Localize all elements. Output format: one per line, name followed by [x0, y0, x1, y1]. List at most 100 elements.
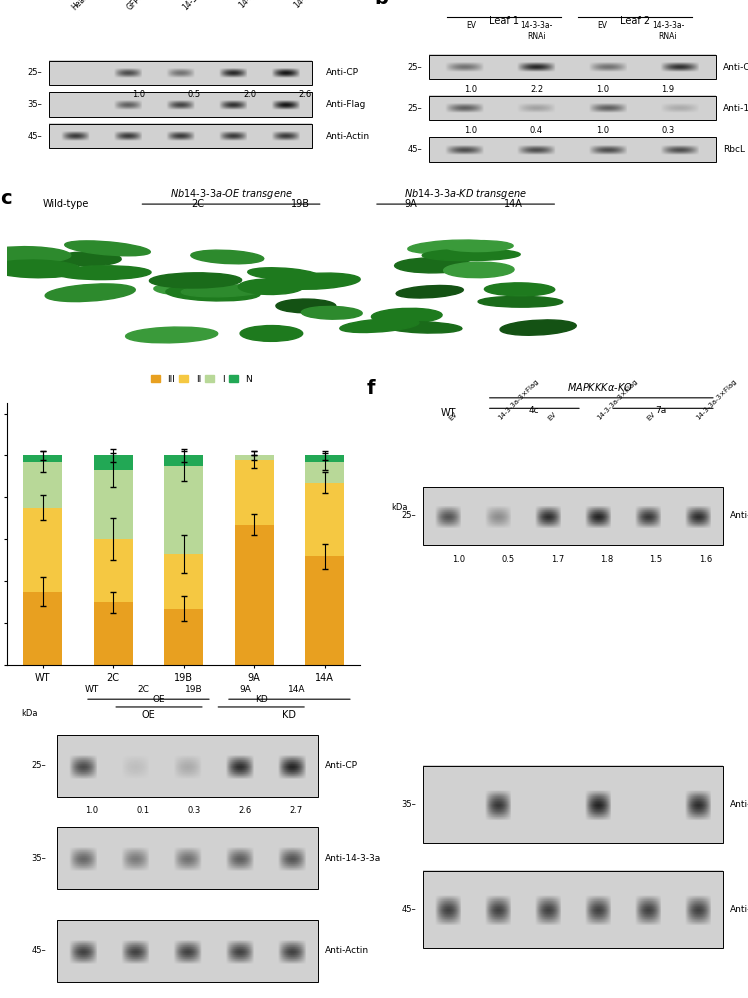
Bar — [57, 735, 318, 796]
Text: OE: OE — [141, 710, 156, 720]
Text: GFP-3×Flag: GFP-3×Flag — [125, 0, 163, 12]
Ellipse shape — [301, 306, 362, 319]
Text: f: f — [367, 379, 375, 398]
Ellipse shape — [0, 260, 81, 277]
Text: KD: KD — [283, 710, 296, 720]
Text: 14-3-3a$_{QQR}$-3×Flag: 14-3-3a$_{QQR}$-3×Flag — [291, 0, 352, 12]
Ellipse shape — [372, 308, 442, 323]
Text: 1.0: 1.0 — [452, 555, 465, 564]
Ellipse shape — [276, 299, 336, 312]
Text: 0.4: 0.4 — [530, 126, 543, 135]
Text: 1.0: 1.0 — [595, 85, 609, 94]
Bar — [235, 455, 274, 460]
Ellipse shape — [126, 327, 218, 343]
Text: b: b — [374, 0, 388, 8]
Text: 14-3-3a-3×Flag: 14-3-3a-3×Flag — [695, 378, 738, 421]
Ellipse shape — [478, 296, 562, 307]
Bar — [305, 462, 344, 483]
Ellipse shape — [56, 265, 151, 279]
Text: EV: EV — [547, 411, 557, 421]
Text: KD: KD — [255, 695, 268, 704]
Ellipse shape — [154, 283, 219, 295]
Text: 0.3: 0.3 — [188, 805, 201, 814]
Ellipse shape — [270, 273, 361, 289]
Text: Anti-CP: Anti-CP — [730, 511, 748, 520]
Bar — [165, 554, 203, 609]
Ellipse shape — [422, 250, 520, 260]
Bar — [23, 508, 62, 592]
Bar — [165, 609, 203, 665]
Text: $\mathit{MAPKKK\alpha}$-KO: $\mathit{MAPKKK\alpha}$-KO — [567, 380, 632, 392]
Text: 7a: 7a — [655, 406, 667, 415]
Text: 1.5: 1.5 — [649, 555, 663, 564]
Text: Anti-CP: Anti-CP — [325, 68, 358, 77]
Text: 35–: 35– — [27, 100, 42, 109]
Text: OE: OE — [153, 695, 165, 704]
Text: 14-3-3a-
RNAi: 14-3-3a- RNAi — [652, 21, 684, 41]
Text: 1.0: 1.0 — [132, 91, 145, 100]
Text: 1.7: 1.7 — [551, 555, 564, 564]
Text: 45–: 45– — [31, 946, 46, 955]
Text: 35–: 35– — [31, 854, 46, 863]
Text: 14-3-3a-3×Flag: 14-3-3a-3×Flag — [497, 378, 540, 421]
Bar — [429, 55, 717, 79]
Ellipse shape — [240, 325, 303, 341]
Text: EV: EV — [448, 411, 459, 421]
Text: WT: WT — [441, 408, 456, 418]
Text: Anti-14-3-3a: Anti-14-3-3a — [325, 854, 381, 863]
Bar — [305, 455, 344, 462]
Text: 2.6: 2.6 — [298, 91, 311, 100]
Ellipse shape — [166, 284, 260, 301]
Bar — [235, 525, 274, 665]
Text: 14-3-3a$_{3E}$-3×Flag: 14-3-3a$_{3E}$-3×Flag — [236, 0, 293, 12]
Text: Anti-Flag: Anti-Flag — [325, 100, 366, 109]
Text: 2.7: 2.7 — [289, 805, 303, 814]
Ellipse shape — [395, 257, 472, 272]
Text: $\mathit{Nb14\text{-}3\text{-}3a}$-KD transgene: $\mathit{Nb14\text{-}3\text{-}3a}$-KD tr… — [404, 188, 527, 202]
Ellipse shape — [65, 241, 150, 255]
Text: Anti-14-3-3a: Anti-14-3-3a — [723, 104, 748, 113]
Ellipse shape — [57, 251, 121, 265]
Bar — [57, 920, 318, 982]
Text: 0.5: 0.5 — [188, 91, 200, 100]
Text: Anti-Flag: Anti-Flag — [730, 799, 748, 808]
Text: Anti-CP: Anti-CP — [325, 761, 358, 770]
Bar — [23, 592, 62, 665]
Bar — [57, 827, 318, 889]
Bar — [23, 462, 62, 508]
Text: 1.0: 1.0 — [465, 85, 477, 94]
Legend: III, II, I, N: III, II, I, N — [147, 371, 256, 387]
Bar — [305, 483, 344, 556]
Text: 14A: 14A — [288, 686, 305, 695]
Text: WT: WT — [85, 686, 99, 695]
Text: EV: EV — [466, 21, 476, 30]
Text: 9A: 9A — [404, 200, 417, 210]
Ellipse shape — [408, 241, 494, 253]
Text: 25–: 25– — [31, 761, 46, 770]
Bar — [423, 487, 723, 545]
Text: EV: EV — [597, 21, 607, 30]
Ellipse shape — [396, 285, 463, 298]
Bar — [165, 466, 203, 554]
Ellipse shape — [248, 267, 319, 280]
Text: kDa: kDa — [22, 710, 38, 719]
Text: 0.5: 0.5 — [501, 555, 515, 564]
Bar — [423, 765, 723, 843]
Bar — [94, 455, 132, 470]
Text: Anti-Actin: Anti-Actin — [730, 905, 748, 914]
Bar — [94, 470, 132, 539]
Text: 1.0: 1.0 — [85, 805, 99, 814]
Ellipse shape — [191, 250, 264, 263]
Bar — [49, 61, 312, 85]
Bar — [94, 539, 132, 602]
Text: RbcL: RbcL — [723, 145, 745, 154]
Bar — [429, 96, 717, 121]
Text: Anti-CP: Anti-CP — [723, 63, 748, 72]
Text: 1.9: 1.9 — [661, 85, 675, 94]
Text: 2C: 2C — [191, 200, 204, 210]
Text: 14-3-3a-3×Flag: 14-3-3a-3×Flag — [596, 378, 639, 421]
Text: 2.6: 2.6 — [239, 805, 252, 814]
Ellipse shape — [444, 241, 513, 251]
Text: kDa: kDa — [392, 503, 408, 512]
Text: 0.1: 0.1 — [137, 805, 150, 814]
